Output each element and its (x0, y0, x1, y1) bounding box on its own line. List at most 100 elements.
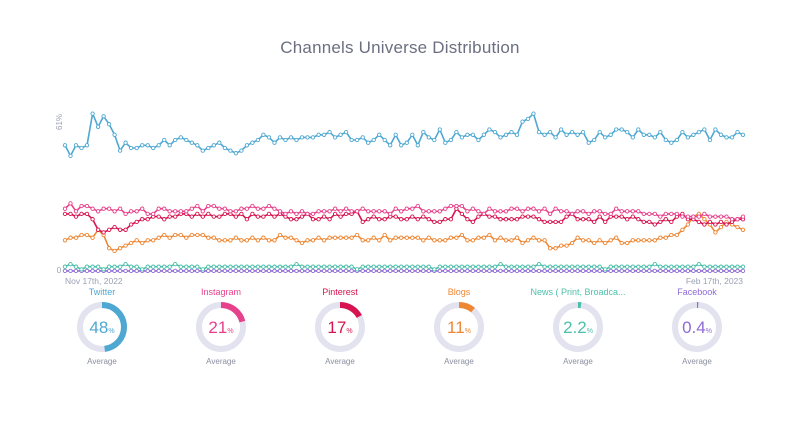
data-point[interactable] (184, 268, 189, 274)
data-point[interactable] (393, 206, 398, 211)
data-point[interactable] (316, 268, 321, 274)
data-point[interactable] (200, 209, 205, 214)
data-point[interactable] (586, 217, 591, 222)
data-point[interactable] (112, 264, 117, 269)
data-point[interactable] (399, 143, 404, 148)
data-point[interactable] (426, 209, 431, 214)
data-point[interactable] (288, 209, 294, 214)
data-point[interactable] (525, 214, 531, 219)
data-point[interactable] (288, 268, 294, 274)
data-point[interactable] (691, 132, 696, 137)
data-point[interactable] (162, 217, 167, 222)
data-point[interactable] (669, 140, 674, 145)
data-point[interactable] (343, 129, 349, 135)
data-point[interactable] (371, 209, 376, 214)
gauge-news-print-broadca[interactable]: News ( Print, Broadca... 2.2% Average (518, 286, 638, 366)
data-point[interactable] (580, 217, 586, 222)
data-point[interactable] (426, 135, 431, 140)
data-point[interactable] (740, 268, 746, 274)
data-point[interactable] (448, 264, 454, 269)
data-point[interactable] (354, 267, 360, 272)
data-point[interactable] (437, 219, 442, 225)
data-point[interactable] (608, 264, 613, 269)
data-point[interactable] (547, 268, 553, 274)
data-point[interactable] (641, 219, 646, 225)
data-point[interactable] (421, 129, 426, 135)
data-point[interactable] (222, 206, 228, 211)
data-point[interactable] (388, 238, 393, 243)
data-point[interactable] (487, 206, 492, 211)
data-point[interactable] (178, 232, 183, 238)
data-point[interactable] (465, 264, 470, 269)
data-point[interactable] (128, 222, 134, 227)
data-point[interactable] (569, 268, 575, 274)
data-point[interactable] (366, 140, 371, 145)
data-point[interactable] (184, 235, 189, 240)
data-point[interactable] (377, 238, 382, 243)
data-point[interactable] (354, 209, 360, 214)
data-point[interactable] (492, 268, 498, 274)
data-point[interactable] (547, 129, 553, 135)
data-point[interactable] (509, 238, 514, 243)
data-point[interactable] (200, 232, 205, 238)
data-point[interactable] (145, 217, 150, 222)
data-point[interactable] (206, 264, 211, 269)
data-point[interactable] (448, 217, 454, 222)
data-point[interactable] (156, 235, 161, 240)
data-point[interactable] (250, 268, 255, 274)
data-point[interactable] (636, 217, 641, 222)
data-point[interactable] (222, 211, 228, 217)
data-point[interactable] (724, 222, 729, 227)
data-point[interactable] (189, 206, 194, 211)
data-point[interactable] (641, 264, 646, 269)
data-point[interactable] (740, 132, 746, 137)
data-point[interactable] (487, 264, 492, 269)
data-point[interactable] (73, 264, 79, 269)
data-point[interactable] (498, 209, 503, 214)
data-point[interactable] (492, 214, 498, 219)
data-point[interactable] (663, 235, 668, 240)
data-point[interactable] (503, 132, 509, 137)
data-point[interactable] (740, 214, 746, 219)
data-point[interactable] (79, 267, 84, 272)
data-point[interactable] (514, 235, 520, 240)
data-point[interactable] (481, 132, 487, 137)
data-point[interactable] (84, 232, 90, 238)
data-point[interactable] (509, 129, 514, 135)
data-point[interactable] (404, 264, 409, 269)
data-point[interactable] (481, 211, 487, 217)
gauge-twitter[interactable]: Twitter 48% Average (42, 286, 162, 366)
data-point[interactable] (674, 268, 680, 274)
data-point[interactable] (84, 268, 90, 274)
data-point[interactable] (492, 129, 498, 135)
data-point[interactable] (112, 248, 117, 254)
data-point[interactable] (729, 264, 735, 269)
data-point[interactable] (542, 268, 547, 274)
data-point[interactable] (151, 264, 156, 269)
data-point[interactable] (388, 211, 393, 217)
data-point[interactable] (106, 122, 112, 127)
data-point[interactable] (702, 127, 707, 132)
data-point[interactable] (371, 268, 376, 274)
data-point[interactable] (250, 264, 255, 269)
data-point[interactable] (465, 268, 470, 274)
data-point[interactable] (652, 261, 657, 267)
data-point[interactable] (321, 238, 327, 243)
data-point[interactable] (178, 209, 183, 214)
data-point[interactable] (211, 214, 216, 219)
data-point[interactable] (724, 268, 729, 274)
data-point[interactable] (222, 238, 228, 243)
data-point[interactable] (476, 214, 481, 219)
data-point[interactable] (288, 264, 294, 269)
data-point[interactable] (636, 238, 641, 243)
data-point[interactable] (735, 129, 740, 135)
data-point[interactable] (740, 264, 746, 269)
gauge-blogs[interactable]: Blogs 11% Average (399, 286, 519, 366)
data-point[interactable] (476, 209, 481, 214)
data-point[interactable] (547, 246, 553, 251)
data-point[interactable] (294, 217, 299, 222)
data-point[interactable] (244, 143, 250, 148)
data-point[interactable] (299, 268, 305, 274)
data-point[interactable] (393, 268, 398, 274)
data-point[interactable] (217, 214, 222, 219)
